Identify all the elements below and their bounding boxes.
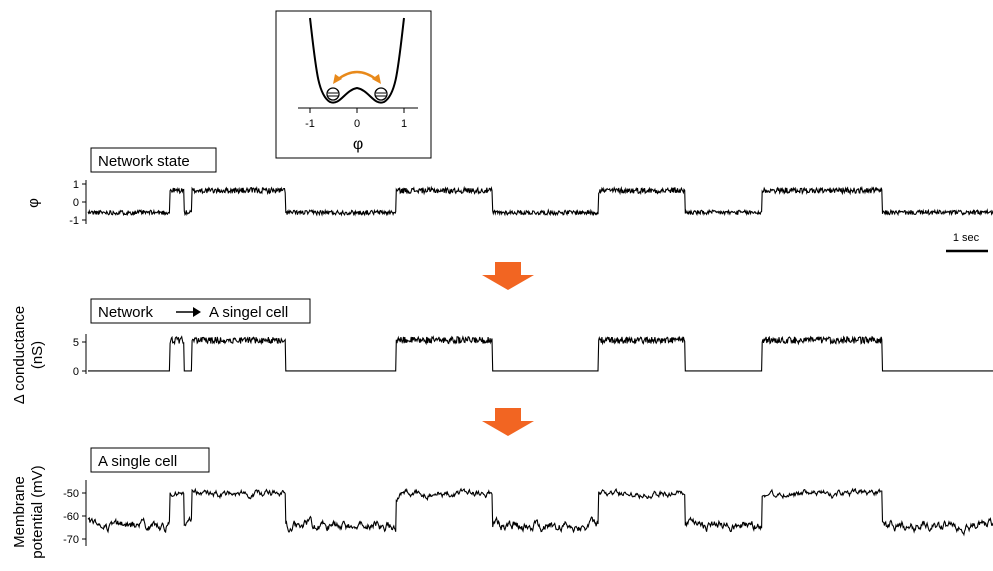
right-well-ball (374, 87, 388, 101)
conductance-trace (88, 335, 993, 372)
panel2-title-box (90, 298, 311, 324)
panel1-y-tick-label: 1 (73, 179, 79, 191)
network-state-trace (87, 185, 993, 217)
panel2-y-axis-label-line1: Δ conductance (11, 306, 28, 404)
inset-panel: -1 0 1 φ (275, 10, 432, 159)
panel3-y-tick-label: -60 (63, 511, 79, 523)
inset-tick-label: -1 (305, 118, 315, 130)
panel3-y-axis-label-line1: Membrane (11, 476, 28, 548)
panel-membrane-potential: A single cell Membrane potential (mV) -5… (11, 447, 993, 559)
transition-arrowhead-left (333, 74, 342, 84)
panel1-y-tick-label: -1 (69, 215, 79, 227)
transition-arrow (336, 70, 378, 81)
panel3-y-axis-label-line2: potential (mV) (29, 465, 46, 558)
inset-tick-label: 0 (354, 118, 360, 130)
panel2-y-axis-label-line2: (nS) (29, 341, 46, 369)
membrane-potential-trace (87, 487, 993, 537)
panel-network-state: Network state φ 1 0 -1 (25, 147, 993, 227)
scale-bar-label: 1 sec (953, 232, 980, 244)
double-well-curve (309, 17, 405, 104)
inset-tick-label: 1 (401, 118, 407, 130)
transition-arrowhead-right (372, 74, 381, 84)
panel1-y-tick-label: 0 (73, 197, 79, 209)
panel3-y-tick-label: -70 (63, 534, 79, 546)
down-arrow-1 (482, 262, 534, 290)
panel-conductance: Network A singel cell Δ conductance (nS)… (11, 298, 993, 404)
panel1-title-box (90, 147, 217, 173)
inset-x-axis-label: φ (353, 136, 363, 153)
panel3-title: A single cell (98, 453, 177, 470)
panel2-title-left: Network (98, 304, 154, 321)
panel1-y-axis-label: φ (25, 198, 42, 208)
inset-frame (275, 10, 432, 159)
panel3-title-box (90, 447, 210, 473)
panel3-y-tick-label: -50 (63, 488, 79, 500)
panel2-y-tick-label: 5 (73, 337, 79, 349)
panel1-title: Network state (98, 153, 190, 170)
left-well-ball (326, 87, 340, 101)
right-arrow-icon (176, 307, 201, 317)
panel2-y-tick-label: 0 (73, 366, 79, 378)
panel2-title-right: A singel cell (209, 304, 288, 321)
down-arrow-2 (482, 408, 534, 436)
time-scale-bar: 1 sec (946, 232, 988, 253)
